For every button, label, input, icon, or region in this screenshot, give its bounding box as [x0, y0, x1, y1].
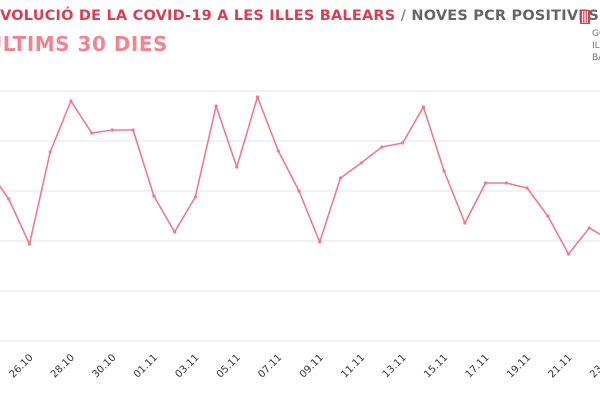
x-tick-label: 30.10: [90, 352, 118, 380]
series-line: [0, 96, 600, 255]
x-tick-label: 03.11: [173, 352, 201, 380]
data-point: [401, 141, 405, 145]
title-main: EVOLUCIÓ DE LA COVID-19 A LES ILLES BALE…: [0, 8, 396, 24]
data-point: [463, 221, 467, 225]
govern-logo: GOVERN ILLES BALEARS: [580, 10, 600, 66]
x-tick-label: 21.11: [547, 352, 575, 380]
logo-text-line-2: ILLES: [592, 41, 600, 51]
data-point: [173, 230, 177, 234]
x-tick-label: 11.11: [339, 352, 367, 380]
data-point: [7, 197, 11, 201]
logo-text-line-1: GOVERN: [592, 29, 600, 39]
data-point: [193, 195, 197, 199]
data-point: [442, 169, 446, 173]
data-point: [504, 181, 508, 185]
x-tick-label: 26.10: [8, 352, 36, 380]
chart-title: EVOLUCIÓ DE LA COVID-19 A LES ILLES BALE…: [0, 8, 599, 24]
data-point: [152, 194, 156, 198]
data-point: [90, 131, 94, 135]
x-tick-label: 17.11: [464, 352, 492, 380]
logo-text-line-3: BALEARS: [592, 53, 600, 63]
data-point: [214, 104, 218, 108]
data-point: [276, 149, 280, 153]
data-point: [380, 145, 384, 149]
x-tick-label: 13.11: [381, 352, 409, 380]
data-point: [421, 105, 425, 109]
data-point: [484, 181, 488, 185]
chart-header: EVOLUCIÓ DE LA COVID-19 A LES ILLES BALE…: [0, 0, 600, 70]
x-tick-label: 05.11: [215, 352, 243, 380]
data-point: [546, 214, 550, 218]
data-point: [525, 186, 529, 190]
data-point: [338, 176, 343, 180]
data-point: [255, 95, 260, 99]
chart-subtitle: ÚLTIMS 30 DIES: [0, 32, 168, 56]
x-tick-label: 07.11: [256, 352, 284, 380]
data-point: [110, 128, 114, 132]
x-tick-label: 23.11: [588, 352, 600, 380]
data-point: [235, 165, 239, 169]
x-tick-label: 15.11: [422, 352, 450, 380]
data-point: [131, 128, 135, 132]
data-point: [318, 240, 322, 244]
data-point: [359, 161, 363, 165]
title-sub: NOVES PCR POSITIVES: [411, 8, 599, 24]
data-point: [27, 242, 32, 246]
data-point: [48, 150, 52, 154]
data-point: [587, 226, 591, 230]
data-point: [566, 252, 571, 256]
x-tick-label: 28.10: [49, 352, 77, 380]
data-point: [69, 99, 73, 103]
title-separator: /: [395, 8, 412, 24]
x-tick-label: 01.11: [132, 352, 160, 380]
x-tick-label: 09.11: [298, 352, 326, 380]
x-tick-label: 19.11: [505, 352, 533, 380]
data-point: [297, 189, 301, 193]
govern-logo-icon: [580, 10, 590, 24]
